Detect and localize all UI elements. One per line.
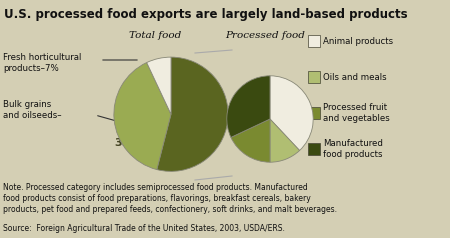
Text: Oils and meals: Oils and meals [323, 73, 387, 81]
Bar [308, 35, 320, 47]
Bar [308, 71, 320, 83]
Wedge shape [231, 119, 270, 162]
Wedge shape [270, 76, 313, 150]
Text: Manufactured
food products: Manufactured food products [323, 139, 383, 159]
Wedge shape [227, 76, 270, 137]
Text: Source:  Foreign Agricultural Trade of the United States, 2003, USDA/ERS.: Source: Foreign Agricultural Trade of th… [3, 224, 285, 233]
Text: Total food: Total food [129, 31, 181, 40]
Text: Processed fruit
and vegetables: Processed fruit and vegetables [323, 103, 390, 123]
Wedge shape [114, 63, 171, 169]
Text: 54%: 54% [154, 131, 180, 141]
Text: Animal products: Animal products [323, 36, 393, 45]
Bar [308, 107, 320, 119]
Text: Processed food: Processed food [225, 31, 305, 40]
Text: Fresh horticultural
products–7%: Fresh horticultural products–7% [3, 53, 81, 73]
Text: Note. Processed category includes semiprocessed food products. Manufactured
food: Note. Processed category includes semipr… [3, 183, 337, 214]
Text: U.S. processed food exports are largely land-based products: U.S. processed food exports are largely … [4, 8, 408, 21]
Wedge shape [157, 57, 228, 171]
Bar [308, 143, 320, 155]
Text: Bulk grains
and oilseeds–: Bulk grains and oilseeds– [3, 100, 62, 120]
Wedge shape [147, 57, 171, 114]
Text: 39%: 39% [115, 138, 141, 148]
Wedge shape [270, 119, 300, 162]
